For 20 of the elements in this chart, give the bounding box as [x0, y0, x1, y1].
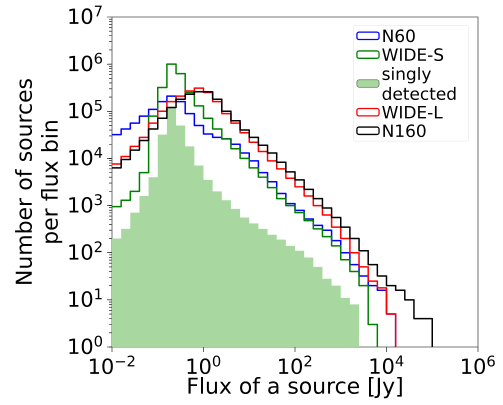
y-tick-label: 10$^{3}$	[69, 194, 102, 213]
legend-label: singly detected	[382, 67, 456, 100]
y-tick-label: 10$^{4}$	[69, 147, 102, 166]
y-tick-label: 10$^{1}$	[69, 288, 102, 307]
y-tick-label: 10$^{2}$	[69, 241, 102, 260]
y-axis-title: Number of sources per flux bin	[15, 79, 62, 284]
y-tick-label: 10$^{0}$	[69, 336, 102, 354]
legend-label: N60	[383, 29, 415, 42]
legend-label: WIDE-S	[382, 48, 444, 62]
x-tick-label: 10$^{6}$	[462, 356, 495, 374]
x-tick-label: 10$^{0}$	[188, 356, 220, 374]
x-tick-label: 10$^{−2}$	[90, 356, 134, 374]
legend-label: WIDE-L	[382, 106, 443, 118]
y-tick-label: 10$^{6}$	[69, 52, 102, 72]
y-tick-label: 10$^{7}$	[69, 6, 102, 24]
y-tick-label: 10$^{5}$	[69, 100, 102, 118]
x-tick-label: 10$^{4}$	[370, 356, 404, 374]
legend-label: N160	[383, 124, 426, 138]
x-axis-title: Flux of a source [Jy]	[188, 377, 402, 398]
x-tick-label: 10$^{2}$	[279, 356, 312, 374]
